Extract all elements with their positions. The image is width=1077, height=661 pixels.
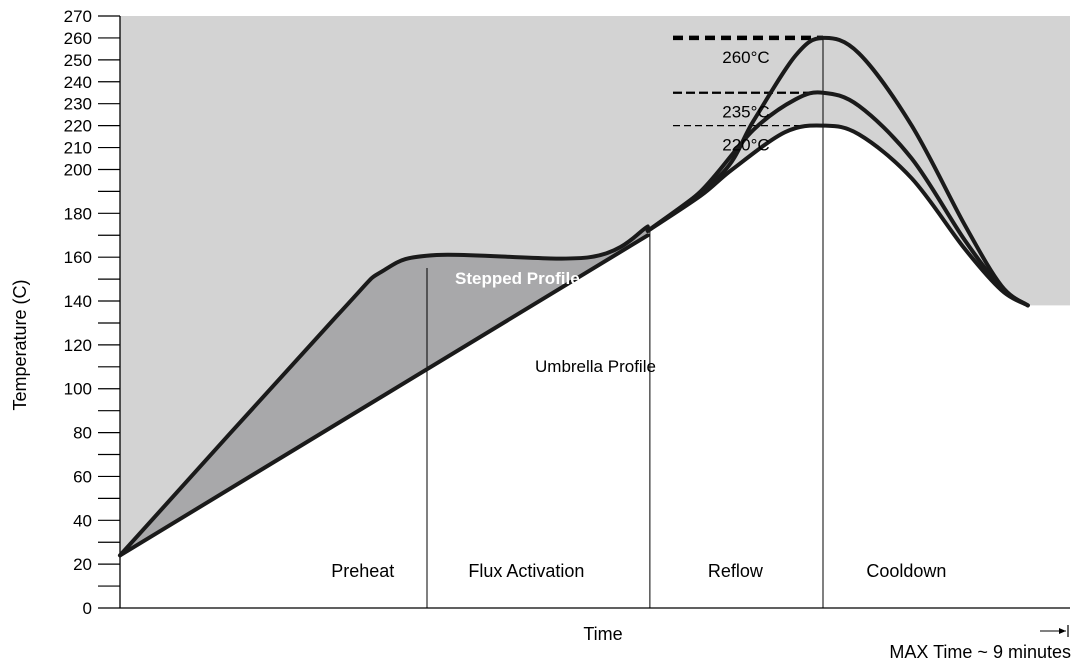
y-axis-title: Temperature (C): [10, 279, 30, 410]
profile-lines: [118, 35, 1030, 558]
y-tick-label: 270: [64, 7, 92, 26]
max-time-arrowhead: [1059, 628, 1066, 634]
light-grey-region: [120, 16, 1070, 556]
phase-label: Reflow: [708, 561, 764, 581]
peak-label: 235°C: [722, 103, 769, 122]
y-tick-label: 160: [64, 248, 92, 267]
phase-label: Cooldown: [866, 561, 946, 581]
peak-label: 260°C: [722, 48, 769, 67]
y-tick-label: 260: [64, 29, 92, 48]
phase-label: Preheat: [331, 561, 394, 581]
y-tick-label: 60: [73, 467, 92, 486]
y-tick-label: 100: [64, 380, 92, 399]
stepped-profile-label: Stepped Profile: [455, 269, 580, 288]
y-tick-label: 210: [64, 139, 92, 158]
stepped-profile-line: [118, 224, 650, 558]
y-tick-label: 250: [64, 51, 92, 70]
x-axis-title: Time: [583, 624, 622, 644]
fill-regions: [120, 16, 1070, 556]
phase-label: Flux Activation: [468, 561, 584, 581]
chart-labels: 0 20 40 60 80 100 120 140 160 180 200 210 220 230 240 2…: [10, 7, 1071, 661]
y-tick-label: 200: [64, 160, 92, 179]
umbrella-profile-line: [118, 233, 650, 558]
y-tick-label: 140: [64, 292, 92, 311]
axes: [98, 15, 1070, 609]
max-time-label: MAX Time ~ 9 minutes: [889, 642, 1071, 661]
peak-profile-line-2: [645, 123, 1030, 308]
peak-profile-line-0: [645, 35, 1030, 308]
y-tick-label: 80: [73, 424, 92, 443]
umbrella-profile-label: Umbrella Profile: [535, 357, 656, 376]
peak-profile-line-1: [645, 90, 1030, 308]
y-tick-label: 220: [64, 117, 92, 136]
y-tick-label: 120: [64, 336, 92, 355]
y-tick-label: 0: [83, 599, 92, 618]
y-tick-label: 230: [64, 95, 92, 114]
y-tick-label: 20: [73, 555, 92, 574]
y-tick-label: 40: [73, 511, 92, 530]
y-tick-label: 240: [64, 73, 92, 92]
y-tick-label: 180: [64, 204, 92, 223]
peak-label: 220°C: [722, 136, 769, 155]
